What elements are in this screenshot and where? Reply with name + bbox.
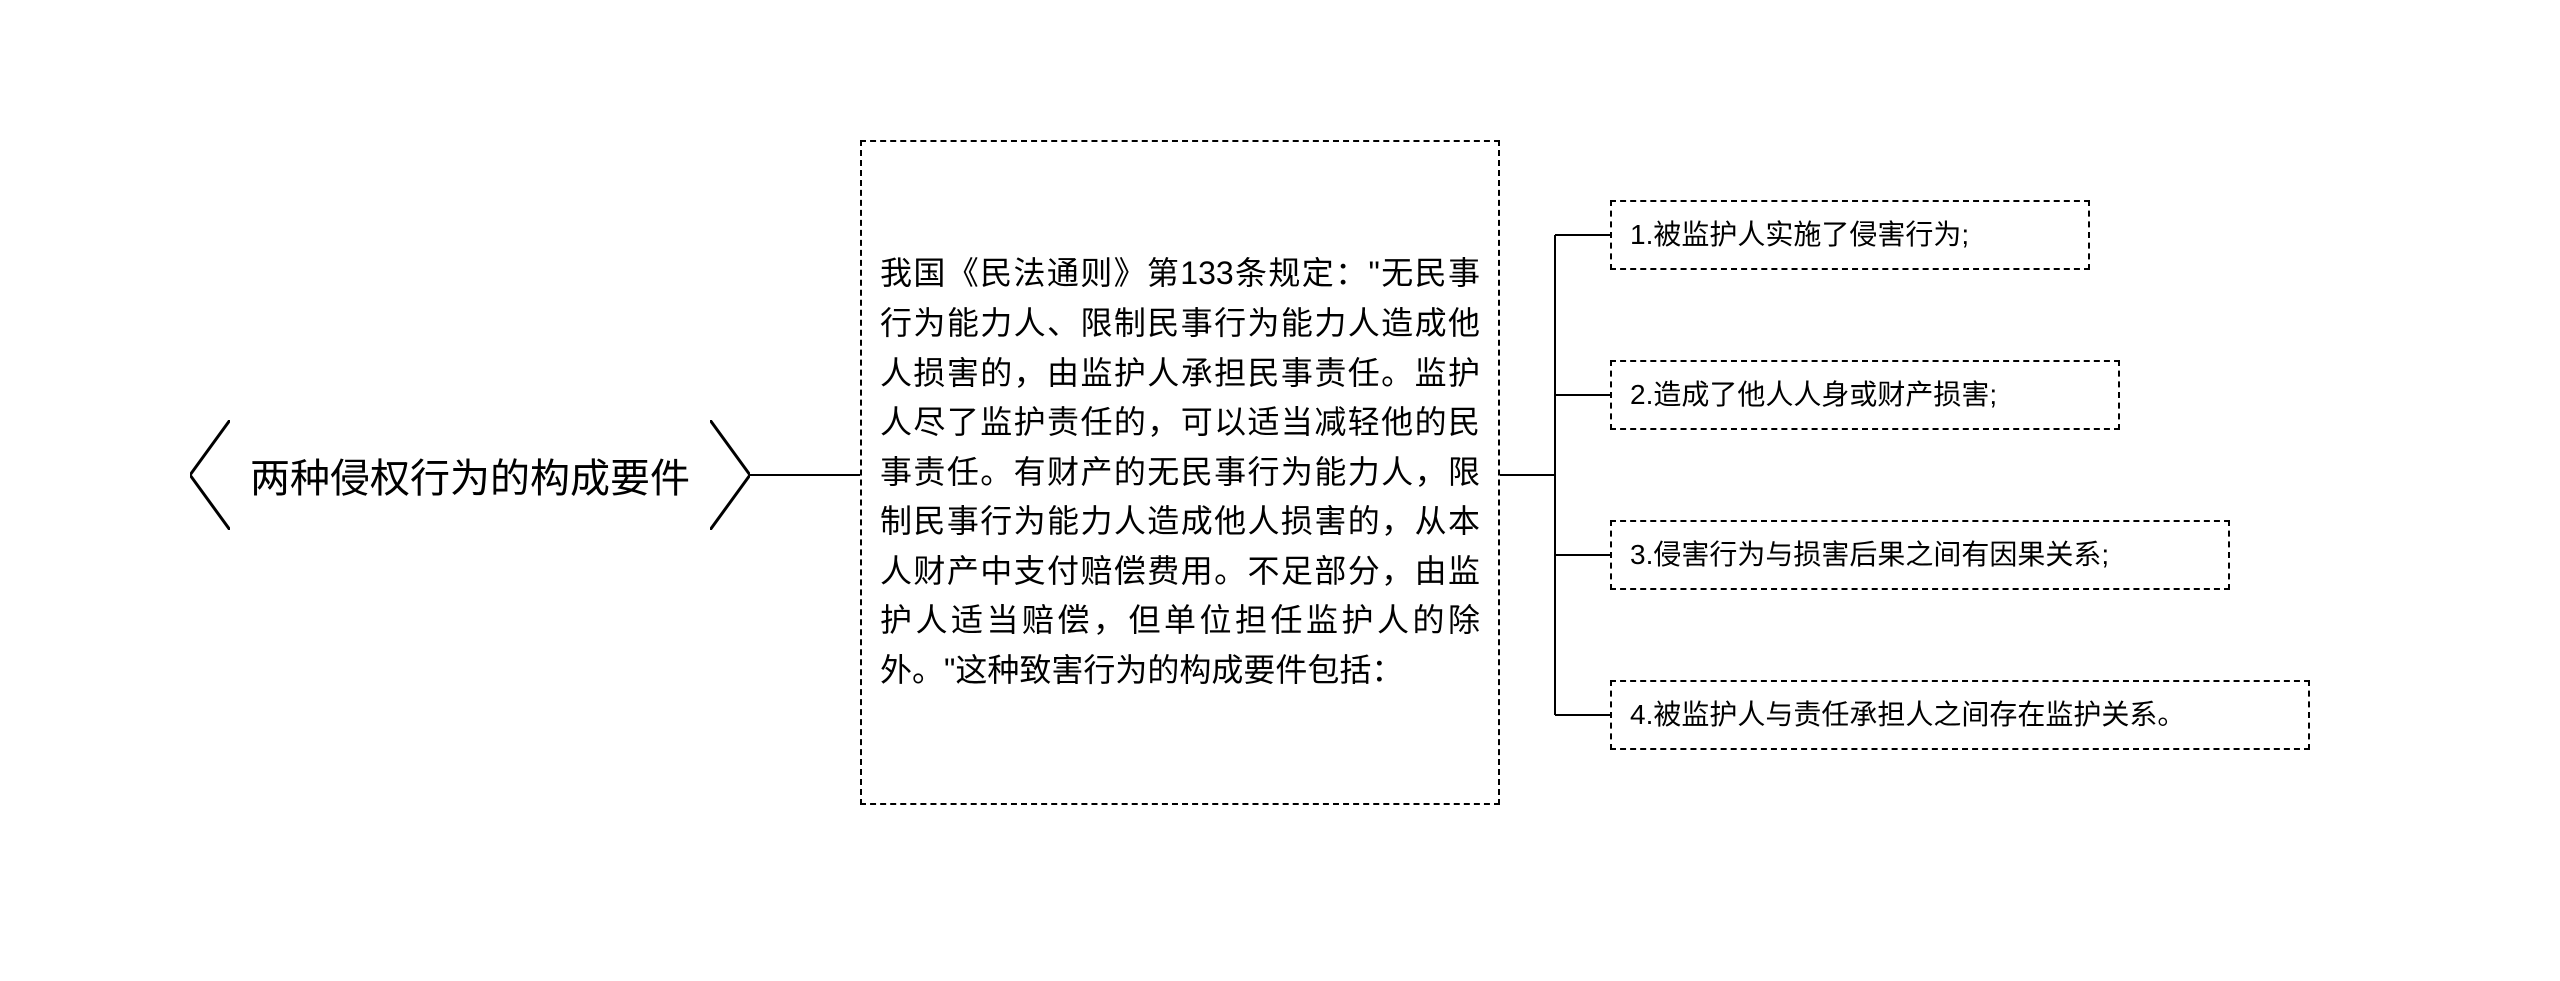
- leaf-label: 1.被监护人实施了侵害行为;: [1630, 215, 1969, 254]
- leaf-node: 3.侵害行为与损害后果之间有因果关系;: [1610, 520, 2230, 590]
- mid-label: 我国《民法通则》第133条规定："无民事行为能力人、限制民事行为能力人造成他人损…: [880, 249, 1480, 695]
- root-node: 两种侵权行为的构成要件: [230, 420, 710, 530]
- root-label: 两种侵权行为的构成要件: [250, 446, 690, 504]
- leaf-node: 4.被监护人与责任承担人之间存在监护关系。: [1610, 680, 2310, 750]
- mid-node: 我国《民法通则》第133条规定："无民事行为能力人、限制民事行为能力人造成他人损…: [860, 140, 1500, 805]
- leaf-label: 3.侵害行为与损害后果之间有因果关系;: [1630, 535, 2109, 574]
- leaf-label: 4.被监护人与责任承担人之间存在监护关系。: [1630, 695, 2185, 734]
- leaf-label: 2.造成了他人人身或财产损害;: [1630, 375, 1997, 414]
- leaf-node: 1.被监护人实施了侵害行为;: [1610, 200, 2090, 270]
- diagram-canvas: 两种侵权行为的构成要件 我国《民法通则》第133条规定："无民事行为能力人、限制…: [0, 0, 2560, 981]
- leaf-node: 2.造成了他人人身或财产损害;: [1610, 360, 2120, 430]
